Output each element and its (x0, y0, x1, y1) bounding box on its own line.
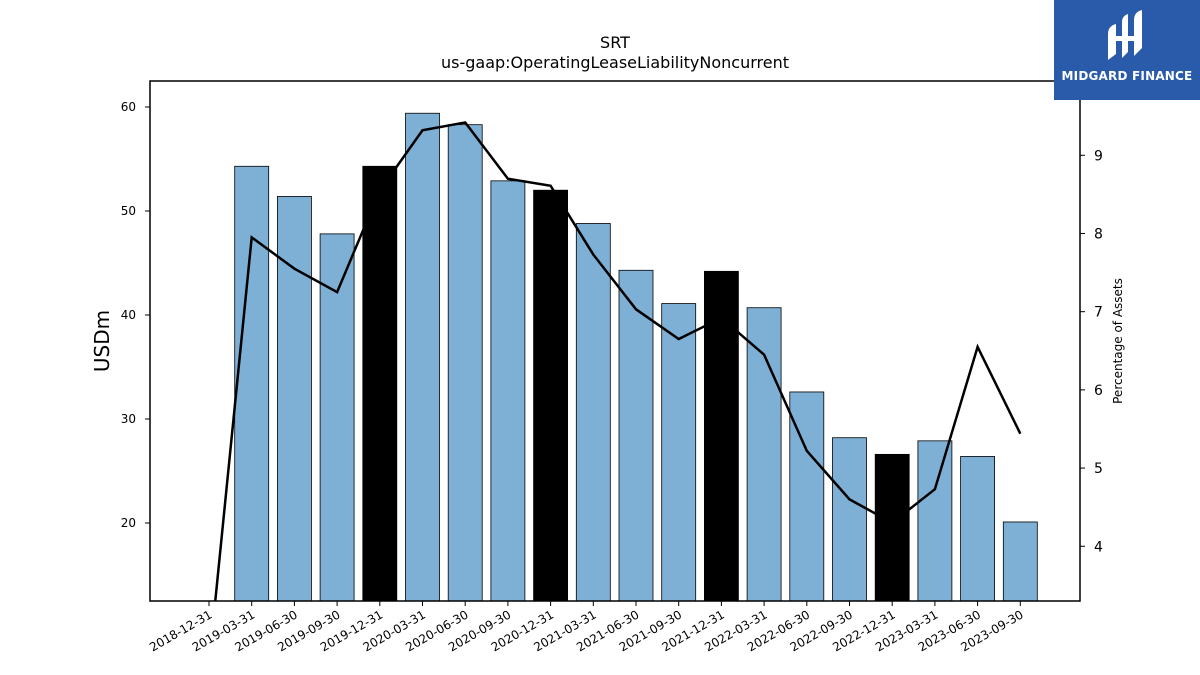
y-axis-left: 20 30 40 50 60 (121, 100, 150, 530)
y2-tick-label: 8 (1094, 226, 1103, 242)
y2-tick-label: 6 (1094, 383, 1103, 399)
bar-2023-03-31 (917, 440, 953, 602)
logo-mark-icon (1108, 10, 1142, 60)
y-axis-label: USDm (90, 310, 114, 372)
y2-axis-label: Percentage of Assets (1111, 278, 1125, 404)
y2-tick-label: 4 (1094, 539, 1103, 555)
x-axis: 2018-12-312019-03-312019-06-302019-09-30… (147, 601, 1026, 654)
bar-2019-03-31 (234, 165, 270, 602)
y-tick-label: 20 (121, 516, 136, 530)
bars-group (234, 112, 1038, 602)
bar-2020-09-30 (490, 180, 526, 602)
bar-2021-03-31 (575, 223, 611, 602)
chart-title: SRT (600, 33, 630, 52)
y2-tick-label: 5 (1094, 461, 1103, 477)
logo-text: MIDGARD FINANCE (1061, 69, 1193, 83)
y-tick-label: 50 (121, 204, 136, 218)
y-tick-label: 30 (121, 412, 136, 426)
bar-2023-09-30 (1002, 521, 1038, 602)
bar-2019-09-30 (319, 233, 355, 602)
bar-2022-12-31 (874, 453, 910, 602)
bar-2020-03-31 (405, 112, 440, 602)
bar-2020-12-31 (533, 189, 568, 602)
bar-2020-06-30 (447, 124, 483, 602)
bar-2019-12-31 (362, 165, 398, 602)
plot-frame (149, 80, 1081, 602)
y-tick-label: 40 (121, 308, 136, 322)
bar-2022-03-31 (746, 307, 782, 602)
y-tick-label: 60 (121, 100, 136, 114)
bar-2023-06-30 (960, 456, 995, 602)
line-group (214, 121, 1022, 601)
logo: MIDGARD FINANCE (1054, 0, 1200, 100)
y2-tick-label: 7 (1094, 305, 1103, 321)
y-axis-right: 4 5 6 7 8 9 (1080, 148, 1103, 555)
bar-2021-06-30 (618, 269, 654, 602)
bar-2021-12-31 (704, 270, 739, 602)
bar-2022-09-30 (832, 437, 867, 602)
percentage-line (214, 121, 1022, 601)
chart-subtitle: us-gaap:OperatingLeaseLiabilityNoncurren… (441, 53, 789, 72)
bar-2021-09-30 (661, 303, 697, 602)
y2-tick-label: 9 (1094, 148, 1103, 164)
bar-2019-06-30 (276, 196, 312, 602)
